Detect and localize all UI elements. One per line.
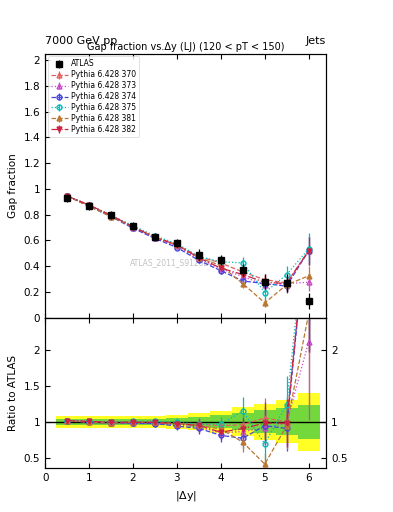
Text: ATLAS_2011_S912624: ATLAS_2011_S912624: [130, 258, 214, 267]
Text: Jets: Jets: [306, 36, 326, 46]
Y-axis label: Gap fraction: Gap fraction: [8, 153, 18, 218]
Y-axis label: Ratio to ATLAS: Ratio to ATLAS: [8, 355, 18, 431]
X-axis label: |$\Delta$y|: |$\Delta$y|: [174, 489, 197, 503]
Text: 7000 GeV pp: 7000 GeV pp: [45, 36, 118, 46]
Legend: ATLAS, Pythia 6.428 370, Pythia 6.428 373, Pythia 6.428 374, Pythia 6.428 375, P: ATLAS, Pythia 6.428 370, Pythia 6.428 37…: [48, 56, 139, 137]
Title: Gap fraction vs.Δy (LJ) (120 < pT < 150): Gap fraction vs.Δy (LJ) (120 < pT < 150): [87, 41, 285, 52]
